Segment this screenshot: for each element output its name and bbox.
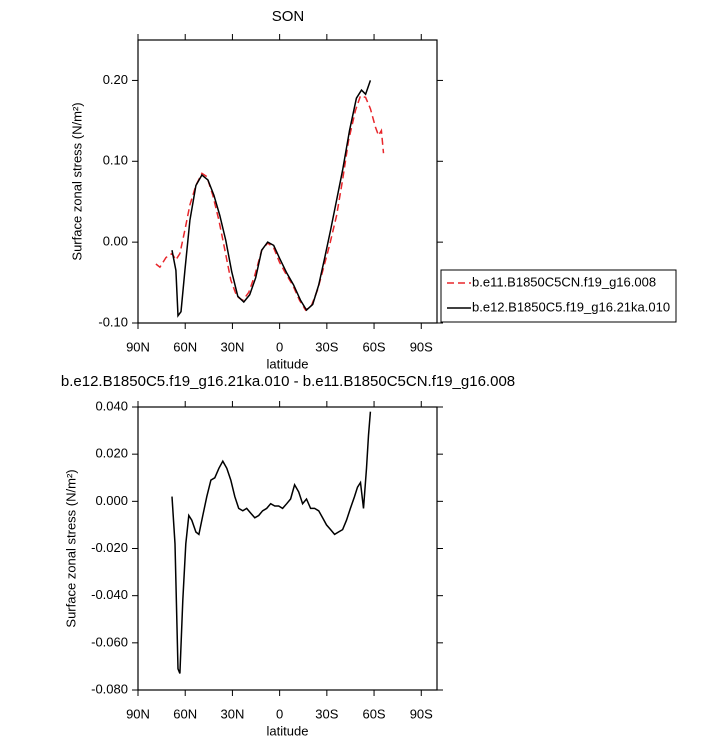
y-tick-label: -0.080 [91, 681, 128, 696]
data-line [155, 94, 385, 312]
x-tick-label: 30S [315, 339, 338, 354]
y-tick-label: 0.10 [103, 153, 128, 168]
y-tick-label: -0.10 [98, 314, 128, 329]
y-tick-label: 0.040 [95, 398, 128, 413]
data-line [171, 411, 372, 674]
y-tick-label: 0.020 [95, 446, 128, 461]
x-tick-label: 90N [126, 706, 150, 721]
y-axis-label: Surface zonal stress (N/m²) [69, 102, 84, 260]
x-tick-label: 30N [220, 339, 244, 354]
y-axis-label: Surface zonal stress (N/m²) [63, 469, 78, 627]
y-tick-label: 0.00 [103, 234, 128, 249]
y-tick-label: 0.000 [95, 493, 128, 508]
data-line [171, 80, 372, 318]
plot-frame [137, 39, 438, 324]
x-tick-label: 30N [220, 706, 244, 721]
y-tick-label: -0.040 [91, 587, 128, 602]
y-tick-label: -0.020 [91, 540, 128, 555]
x-axis-label: latitude [267, 356, 309, 371]
plot-frame [137, 406, 438, 691]
x-tick-label: 0 [276, 339, 283, 354]
x-tick-label: 60N [173, 339, 197, 354]
x-tick-label: 0 [276, 706, 283, 721]
chart-title: b.e12.B1850C5.f19_g16.21ka.010 - b.e11.B… [61, 373, 515, 390]
legend-label: b.e11.B1850C5CN.f19_g16.008 [472, 274, 656, 289]
x-tick-label: 60S [362, 706, 385, 721]
x-axis-label: latitude [267, 723, 309, 738]
x-tick-label: 30S [315, 706, 338, 721]
y-tick-label: -0.060 [91, 634, 128, 649]
x-tick-label: 90S [410, 706, 433, 721]
x-tick-label: 60N [173, 706, 197, 721]
x-tick-label: 90N [126, 339, 150, 354]
chart-title: SON [272, 8, 305, 25]
x-tick-label: 60S [362, 339, 385, 354]
legend-label: b.e12.B1850C5.f19_g16.21ka.010 [472, 299, 670, 314]
x-tick-label: 90S [410, 339, 433, 354]
y-tick-label: 0.20 [103, 72, 128, 87]
legend-box [440, 269, 677, 323]
